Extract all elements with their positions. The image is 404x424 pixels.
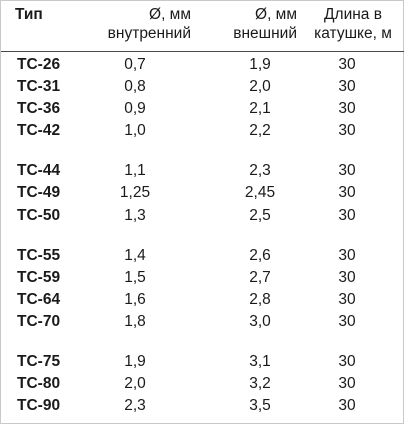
table-row: ТС-75 1,9 3,1 30 (1, 352, 404, 372)
cell-coil-length: 30 (338, 269, 356, 286)
cell-outer-diameter: 3,5 (249, 397, 271, 414)
cell-coil-length: 30 (338, 291, 356, 308)
cell-inner-diameter: 1,6 (124, 291, 146, 308)
cell-type: ТС-64 (17, 291, 61, 308)
cell-type: ТС-50 (17, 207, 61, 224)
cell-type: ТС-59 (17, 269, 61, 286)
cell-outer-diameter: 3,2 (249, 375, 271, 392)
table-row: ТС-44 1,1 2,3 30 (1, 161, 404, 181)
cell-coil-length: 30 (338, 56, 356, 73)
cell-coil-length: 30 (338, 207, 356, 224)
cell-inner-diameter: 2,0 (124, 375, 146, 392)
cell-outer-diameter: 3,1 (249, 353, 271, 370)
cell-coil-length: 30 (338, 397, 356, 414)
table-row: ТС-70 1,8 3,0 30 (1, 312, 404, 332)
cell-type: ТС-42 (17, 122, 61, 139)
table-row: ТС-80 2,0 3,2 30 (1, 374, 404, 394)
header-inner-diameter: Ø, мм внутренний (95, 5, 191, 43)
table-row: ТС-55 1,4 2,6 30 (1, 246, 404, 266)
header-divider (1, 51, 404, 52)
cell-type: ТС-80 (17, 375, 61, 392)
header-outer-line2: внешний (233, 25, 297, 42)
cell-type: ТС-55 (17, 247, 61, 264)
cell-inner-diameter: 2,3 (124, 397, 146, 414)
cell-outer-diameter: 2,8 (249, 291, 271, 308)
cell-coil-length: 30 (338, 184, 356, 201)
cell-inner-diameter: 1,4 (124, 247, 146, 264)
cell-coil-length: 30 (338, 313, 356, 330)
header-type-label: Тип (15, 6, 43, 23)
table-header: Тип Ø, мм внутренний Ø, мм внешний Длина… (1, 1, 404, 49)
cell-outer-diameter: 3,0 (249, 313, 271, 330)
cell-type: ТС-90 (17, 397, 61, 414)
cell-type: ТС-44 (17, 162, 61, 179)
table-row: ТС-31 0,8 2,0 30 (1, 77, 404, 97)
table-row: ТС-49 1,25 2,45 30 (1, 183, 404, 203)
cell-outer-diameter: 2,5 (249, 207, 271, 224)
cell-outer-diameter: 2,2 (249, 122, 271, 139)
header-length-line1: Длина в (324, 6, 382, 23)
cell-outer-diameter: 1,9 (249, 56, 271, 73)
cell-type: ТС-75 (17, 353, 61, 370)
cell-type: ТС-26 (17, 56, 61, 73)
cell-coil-length: 30 (338, 100, 356, 117)
cell-coil-length: 30 (338, 78, 356, 95)
table-row: ТС-90 2,3 3,5 30 (1, 396, 404, 416)
cell-coil-length: 30 (338, 122, 356, 139)
cell-type: ТС-70 (17, 313, 61, 330)
cell-inner-diameter: 1,1 (124, 162, 146, 179)
header-length-line2: катушке, м (314, 25, 392, 42)
cell-outer-diameter: 2,6 (249, 247, 271, 264)
cell-coil-length: 30 (338, 375, 356, 392)
cell-type: ТС-49 (17, 184, 61, 201)
cell-inner-diameter: 1,3 (124, 207, 146, 224)
header-coil-length: Длина в катушке, м (311, 5, 395, 43)
cell-type: ТС-31 (17, 78, 61, 95)
cell-outer-diameter: 2,0 (249, 78, 271, 95)
cell-inner-diameter: 1,25 (119, 184, 151, 201)
cell-outer-diameter: 2,3 (249, 162, 271, 179)
cell-coil-length: 30 (338, 353, 356, 370)
cell-coil-length: 30 (338, 162, 356, 179)
header-outer-line1: Ø, мм (255, 6, 297, 23)
cell-inner-diameter: 1,9 (124, 353, 146, 370)
table-row: ТС-64 1,6 2,8 30 (1, 290, 404, 310)
cell-inner-diameter: 1,0 (124, 122, 146, 139)
header-inner-line2: внутренний (107, 25, 191, 42)
cell-inner-diameter: 1,8 (124, 313, 146, 330)
table-row: ТС-42 1,0 2,2 30 (1, 121, 404, 141)
table-row: ТС-50 1,3 2,5 30 (1, 206, 404, 226)
header-inner-line1: Ø, мм (149, 6, 191, 23)
cell-outer-diameter: 2,45 (244, 184, 276, 201)
cell-coil-length: 30 (338, 247, 356, 264)
header-outer-diameter: Ø, мм внешний (201, 5, 297, 43)
cell-inner-diameter: 0,7 (124, 56, 146, 73)
table-row: ТС-26 0,7 1,9 30 (1, 55, 404, 75)
table-row: ТС-59 1,5 2,7 30 (1, 268, 404, 288)
cell-inner-diameter: 0,8 (124, 78, 146, 95)
cell-type: ТС-36 (17, 100, 61, 117)
cell-outer-diameter: 2,7 (249, 269, 271, 286)
header-type: Тип (15, 5, 43, 24)
cell-inner-diameter: 1,5 (124, 269, 146, 286)
table-row: ТС-36 0,9 2,1 30 (1, 99, 404, 119)
cell-outer-diameter: 2,1 (249, 100, 271, 117)
cell-inner-diameter: 0,9 (124, 100, 146, 117)
